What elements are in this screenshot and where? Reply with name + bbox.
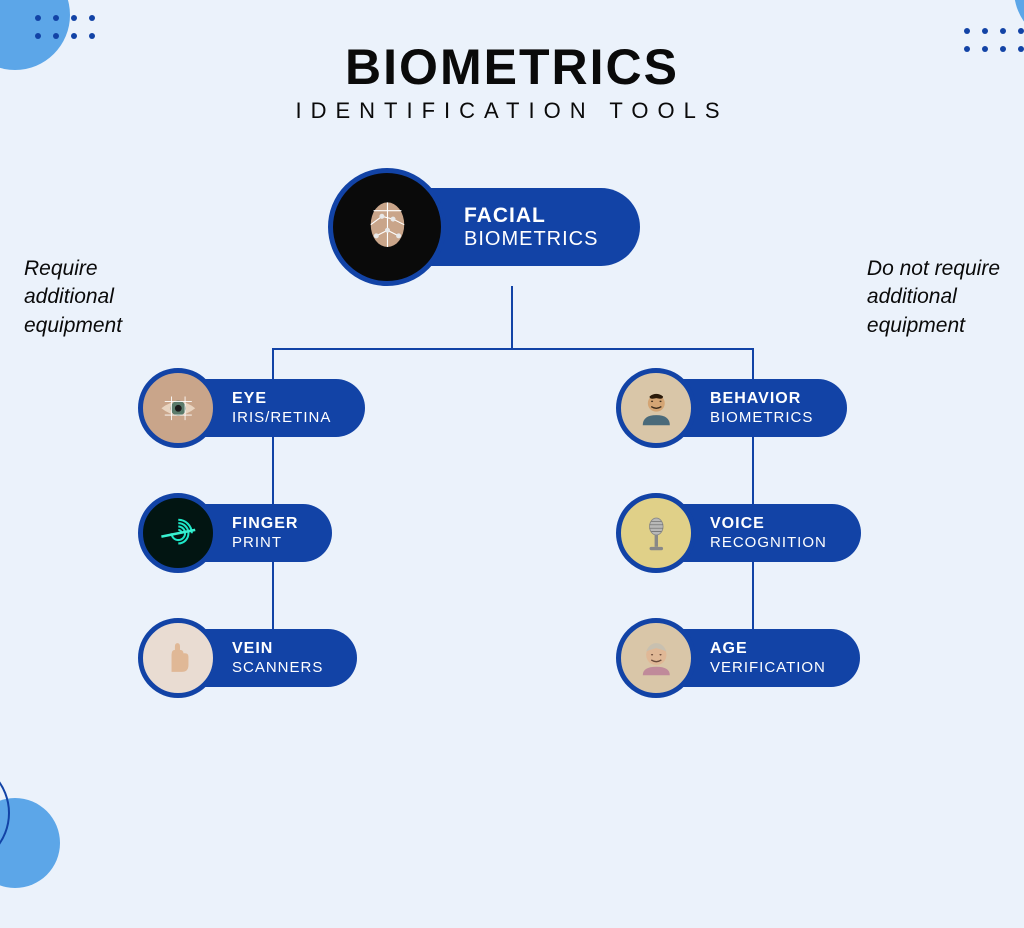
person-smile-icon: [616, 368, 696, 448]
node-label-line2: BIOMETRICS: [464, 228, 598, 251]
page-title: BIOMETRICS: [0, 38, 1024, 96]
face-scan-icon: [328, 168, 446, 286]
node-vein: VEIN SCANNERS: [138, 618, 357, 698]
node-age: AGE VERIFICATION: [616, 618, 860, 698]
node-label-line1: FINGER: [232, 515, 298, 533]
node-eye: EYE IRIS/RETINA: [138, 368, 365, 448]
node-label-line2: IRIS/RETINA: [232, 409, 331, 426]
tree-diagram: FACIAL BIOMETRICS EYE IRIS/RETINA FINGER: [0, 168, 1024, 748]
person-elder-icon: [616, 618, 696, 698]
node-label-line2: RECOGNITION: [710, 534, 827, 551]
fingerprint-icon: [138, 493, 218, 573]
node-label-line2: BIOMETRICS: [710, 409, 813, 426]
node-label-line1: VEIN: [232, 640, 323, 658]
node-label-line2: SCANNERS: [232, 659, 323, 676]
node-label-line1: VOICE: [710, 515, 827, 533]
node-label-line2: PRINT: [232, 534, 298, 551]
node-facial: FACIAL BIOMETRICS: [328, 168, 640, 286]
node-label-line2: VERIFICATION: [710, 659, 826, 676]
node-finger: FINGER PRINT: [138, 493, 332, 573]
hand-icon: [138, 618, 218, 698]
connector-trunk: [511, 286, 513, 348]
node-label-line1: BEHAVIOR: [710, 390, 813, 408]
node-behavior: BEHAVIOR BIOMETRICS: [616, 368, 847, 448]
page-subtitle: IDENTIFICATION TOOLS: [0, 98, 1024, 124]
node-label-line1: EYE: [232, 390, 331, 408]
node-label-line1: AGE: [710, 640, 826, 658]
eye-scan-icon: [138, 368, 218, 448]
connector-hbar: [272, 348, 752, 350]
node-label-line1: FACIAL: [464, 204, 598, 228]
microphone-icon: [616, 493, 696, 573]
node-voice: VOICE RECOGNITION: [616, 493, 861, 573]
